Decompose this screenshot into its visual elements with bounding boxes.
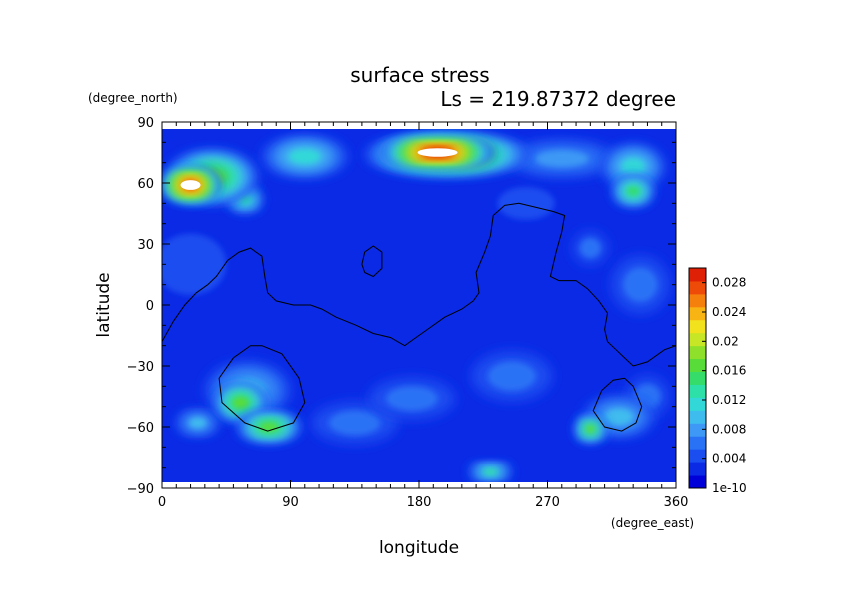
y-unit-label: (degree_north) (88, 91, 178, 105)
field-hotspot (162, 233, 227, 295)
y-tick-label: 60 (137, 177, 154, 192)
field-hotspot (386, 386, 438, 411)
y-tick-label: −90 (127, 482, 154, 497)
x-tick-label: 90 (282, 495, 299, 510)
y-tick-label: 90 (137, 116, 154, 131)
field-peak (180, 180, 201, 190)
colorbar-swatch (689, 384, 706, 398)
contour-small-island (361, 245, 383, 278)
chart-title: surface stress (350, 63, 489, 87)
colorbar-label: 0.028 (712, 276, 746, 290)
x-tick-label: 360 (664, 495, 689, 510)
colorbar-swatch (689, 332, 706, 347)
field-hotspot (483, 469, 498, 475)
y-tick-label: −60 (127, 421, 154, 436)
colorbar-label: 0.02 (712, 334, 739, 348)
colorbar-swatch (689, 293, 706, 308)
x-tick-label: 270 (535, 495, 560, 510)
x-tick-label: 0 (158, 495, 166, 510)
field-peak (417, 148, 458, 157)
colorbar: 0.028 0.024 0.02 0.016 0.012 0.008 0.004 1e-10 (688, 267, 747, 495)
chart-subtitle: Ls = 219.87372 degree (440, 87, 676, 111)
colorbar-swatch (689, 436, 706, 450)
contour-southern-loop-right (592, 377, 643, 432)
field-hotspot (289, 149, 321, 164)
coastline-contours (162, 202, 676, 432)
y-tick-label: 0 (146, 299, 154, 314)
colorbar-label: 0.016 (712, 364, 746, 378)
y-tick-label: −30 (127, 360, 154, 375)
colorbar-swatch (689, 280, 706, 295)
field-hotspot (329, 410, 381, 436)
field-hotspot (259, 422, 279, 432)
field-hotspot (586, 425, 595, 433)
colorbar-label: 1e-10 (712, 481, 747, 495)
colorbar-swatch (689, 397, 706, 411)
field-hotspot (535, 150, 589, 168)
field-hotspot (623, 267, 658, 302)
colorbar-frame (688, 267, 707, 489)
field-hotspot (487, 361, 536, 391)
colorbar-swatch (689, 268, 706, 282)
colorbar-swatch (689, 410, 706, 424)
field-hotspot (580, 238, 601, 258)
contour-southern-loop-left (218, 345, 306, 432)
field-hotspot (239, 195, 251, 204)
y-tick-label: 30 (137, 238, 154, 253)
colorbar-label: 0.012 (712, 393, 746, 407)
field-hotspot (232, 397, 249, 409)
colorbar-swatch (689, 358, 706, 373)
field-hotspot (626, 186, 640, 196)
colorbar-label: 0.024 (712, 305, 746, 319)
colorbar-swatch (689, 475, 706, 489)
colorbar-label: 0.004 (712, 452, 746, 466)
y-axis-label: latitude (94, 272, 114, 337)
colorbar-swatch (689, 345, 706, 360)
colorbar-swatch (689, 449, 706, 463)
contour-continent-outline (162, 202, 676, 367)
colorbar-swatch (689, 371, 706, 385)
stress-field (162, 129, 676, 482)
colorbar-swatch (689, 423, 706, 437)
field-hotspot (621, 158, 645, 175)
field-hotspot (189, 418, 207, 428)
x-tick-label: 180 (407, 495, 432, 510)
colorbar-swatch (689, 306, 706, 321)
colorbar-swatch (689, 462, 706, 476)
x-unit-label: (degree_east) (611, 516, 694, 530)
colorbar-label: 0.008 (712, 422, 746, 436)
x-axis-label: longitude (379, 538, 459, 558)
plot-axes: 0 90 180 270 360 90 60 30 0 −30 −60 −90 (127, 116, 689, 510)
field-hotspot (497, 187, 555, 220)
colorbar-swatch (689, 319, 706, 334)
field-hotspot (604, 408, 634, 425)
